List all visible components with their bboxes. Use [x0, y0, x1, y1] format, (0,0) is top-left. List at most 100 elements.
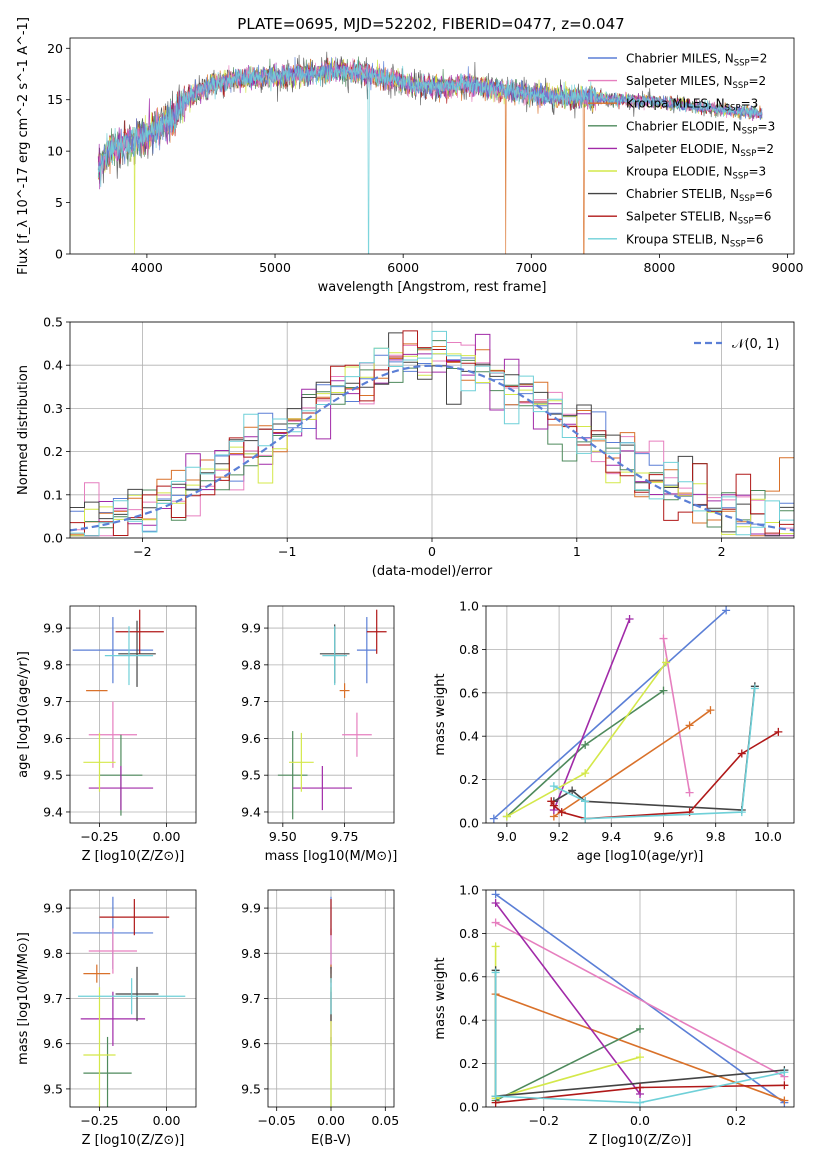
- plus-marker: [491, 918, 500, 927]
- y-tick-label: 9.8: [241, 946, 261, 961]
- plus-marker: [581, 740, 590, 749]
- x-tick-label: 0.0: [630, 1113, 650, 1128]
- axes-frame: [267, 605, 395, 824]
- y-tick-label: 0.2: [459, 1056, 479, 1071]
- legend-label: Kroupa MILES, NSSP=3: [626, 97, 758, 114]
- x-tick-label: 1: [573, 544, 581, 559]
- spectrum-legend: Chabrier MILES, NSSP=2 Salpeter MILES, NS…: [588, 52, 775, 249]
- plus-marker: [737, 749, 746, 758]
- y-tick-label: 9.7: [241, 694, 261, 709]
- age-vs-mass-xlabel: mass [log10(M/M⊙)]: [265, 849, 398, 864]
- y-tick-label: 9.5: [241, 768, 261, 783]
- errorbar-point: [80, 991, 146, 1046]
- errorbar-point: [356, 617, 377, 684]
- plus-marker: [491, 1092, 500, 1101]
- y-tick-label: 0.4: [459, 729, 479, 744]
- plus-marker: [547, 797, 556, 806]
- x-tick-label: −0.25: [80, 1113, 118, 1128]
- y-tick-label: 0.3: [43, 401, 63, 416]
- errorbar-point: [277, 731, 308, 820]
- legend-item: Salpeter MILES, NSSP=2: [588, 74, 766, 91]
- legend-label: Kroupa ELODIE, NSSP=3: [626, 165, 766, 182]
- y-tick-label: 9.9: [43, 901, 63, 916]
- x-tick-label: 0.05: [371, 1113, 399, 1128]
- mass-vs-Z-panel: −0.25 0.00 9.5 9.6 9.7 9.8 9.9 Z [log10(Z/Z⊙)] m…: [16, 889, 197, 1148]
- residuals-panel: −2 −1 0 1 2 0.0 0.1 0.2 0.3 0.4 0.5 (data-model)/er…: [16, 315, 795, 579]
- y-tick-label: 0.2: [43, 444, 63, 459]
- y-tick-label: 0.0: [43, 531, 63, 546]
- y-tick-label: 9.9: [241, 621, 261, 636]
- y-tick-label: 9.7: [43, 694, 63, 709]
- legend-label: Salpeter STELIB, NSSP=6: [626, 210, 771, 227]
- plus-marker: [636, 1024, 644, 1033]
- x-tick-label: 9.8: [706, 829, 726, 844]
- axes-frame: [69, 321, 795, 539]
- y-tick-label: 9.8: [241, 657, 261, 672]
- x-tick-label: 9000: [772, 260, 804, 275]
- weight-line-kroupa-elodie: [494, 946, 641, 1100]
- y-tick-label: 1.0: [459, 883, 479, 898]
- age-vs-Z-plot-area: [72, 609, 164, 816]
- spectrum-line-kroupa-stelib: [97, 57, 763, 254]
- y-tick-label: 0.0: [459, 816, 479, 831]
- errorbar-point: [115, 609, 164, 654]
- y-tick-label: 9.6: [43, 731, 63, 746]
- errorbar-point: [342, 712, 372, 757]
- massweight-vs-age-panel: 9.0 9.2 9.4 9.6 9.8 10.0 0.0 0.2 0.4 0.6 0.8 1.0 age…: [433, 599, 795, 864]
- plus-marker: [581, 814, 590, 823]
- y-tick-label: 9.9: [241, 901, 261, 916]
- axes-frame: [69, 37, 795, 255]
- age-vs-Z-ylabel: age [log10(age/yr)]: [16, 651, 31, 778]
- y-tick-label: 15: [47, 92, 63, 107]
- x-tick-label: 9.0: [497, 829, 517, 844]
- weight-line-chabrier-elodie: [495, 1028, 641, 1102]
- plus-marker: [491, 942, 500, 951]
- weight-line-chabrier-miles: [495, 893, 785, 1104]
- plus-marker: [662, 658, 671, 667]
- age-vs-mass-plot-area: [277, 609, 387, 820]
- mass-vs-EBV-panel: −0.05 0.00 0.05 9.5 9.6 9.7 9.8 9.9 E(B-V): [241, 889, 399, 1148]
- legend-label: Salpeter ELODIE, NSSP=2: [626, 142, 774, 159]
- mass-vs-Z-plot-area: [72, 896, 186, 1107]
- figure-title: PLATE=0695, MJD=52202, FIBERID=0477, z=0…: [237, 15, 624, 33]
- plus-marker: [780, 1068, 789, 1077]
- residuals-plot-area: [70, 330, 794, 537]
- y-tick-label: 1.0: [459, 599, 479, 614]
- plus-marker: [750, 684, 759, 693]
- errorbar-point: [292, 765, 352, 811]
- plus-marker: [557, 808, 566, 817]
- y-tick-label: 0.4: [43, 358, 63, 373]
- legend-label: Chabrier MILES, NSSP=2: [626, 52, 767, 69]
- y-tick-label: 9.8: [43, 946, 63, 961]
- y-tick-label: 0.0: [459, 1100, 479, 1115]
- histogram-kroupa-stelib: [70, 330, 794, 537]
- errorbar-point: [83, 1036, 132, 1107]
- spectrum-panel: 4000 5000 6000 7000 8000 9000 0 5 10 15 20 waveleng…: [16, 17, 804, 295]
- y-tick-label: 9.5: [241, 1081, 261, 1096]
- y-tick-label: 9.8: [43, 657, 63, 672]
- weight-line-chabrier-miles: [493, 609, 727, 820]
- spectrum-line-chabrier-stelib: [97, 51, 763, 184]
- x-tick-label: −1: [278, 544, 296, 559]
- plus-marker: [737, 808, 746, 817]
- y-tick-label: 0: [55, 247, 63, 262]
- plus-marker: [502, 812, 511, 821]
- residuals-ylabel: Normed distribution: [16, 365, 31, 495]
- plus-marker: [491, 890, 500, 899]
- legend-item: Chabrier MILES, NSSP=2: [588, 52, 767, 69]
- legend-label: Chabrier STELIB, NSSP=6: [626, 187, 773, 204]
- residuals-xlabel: (data-model)/error: [372, 564, 493, 579]
- x-tick-label: 0.00: [153, 1113, 181, 1128]
- errorbar-point: [366, 609, 387, 654]
- y-tick-label: 0.2: [459, 772, 479, 787]
- y-tick-label: 10: [47, 144, 63, 159]
- x-tick-label: 9.50: [269, 829, 297, 844]
- x-tick-label: 0: [428, 544, 436, 559]
- errorbar-point: [289, 732, 314, 792]
- errorbar-point: [78, 978, 186, 1015]
- x-tick-label: 10.0: [754, 829, 782, 844]
- plus-marker: [722, 606, 731, 615]
- errorbar-point: [115, 966, 159, 1022]
- legend-item: Kroupa ELODIE, NSSP=3: [588, 165, 766, 182]
